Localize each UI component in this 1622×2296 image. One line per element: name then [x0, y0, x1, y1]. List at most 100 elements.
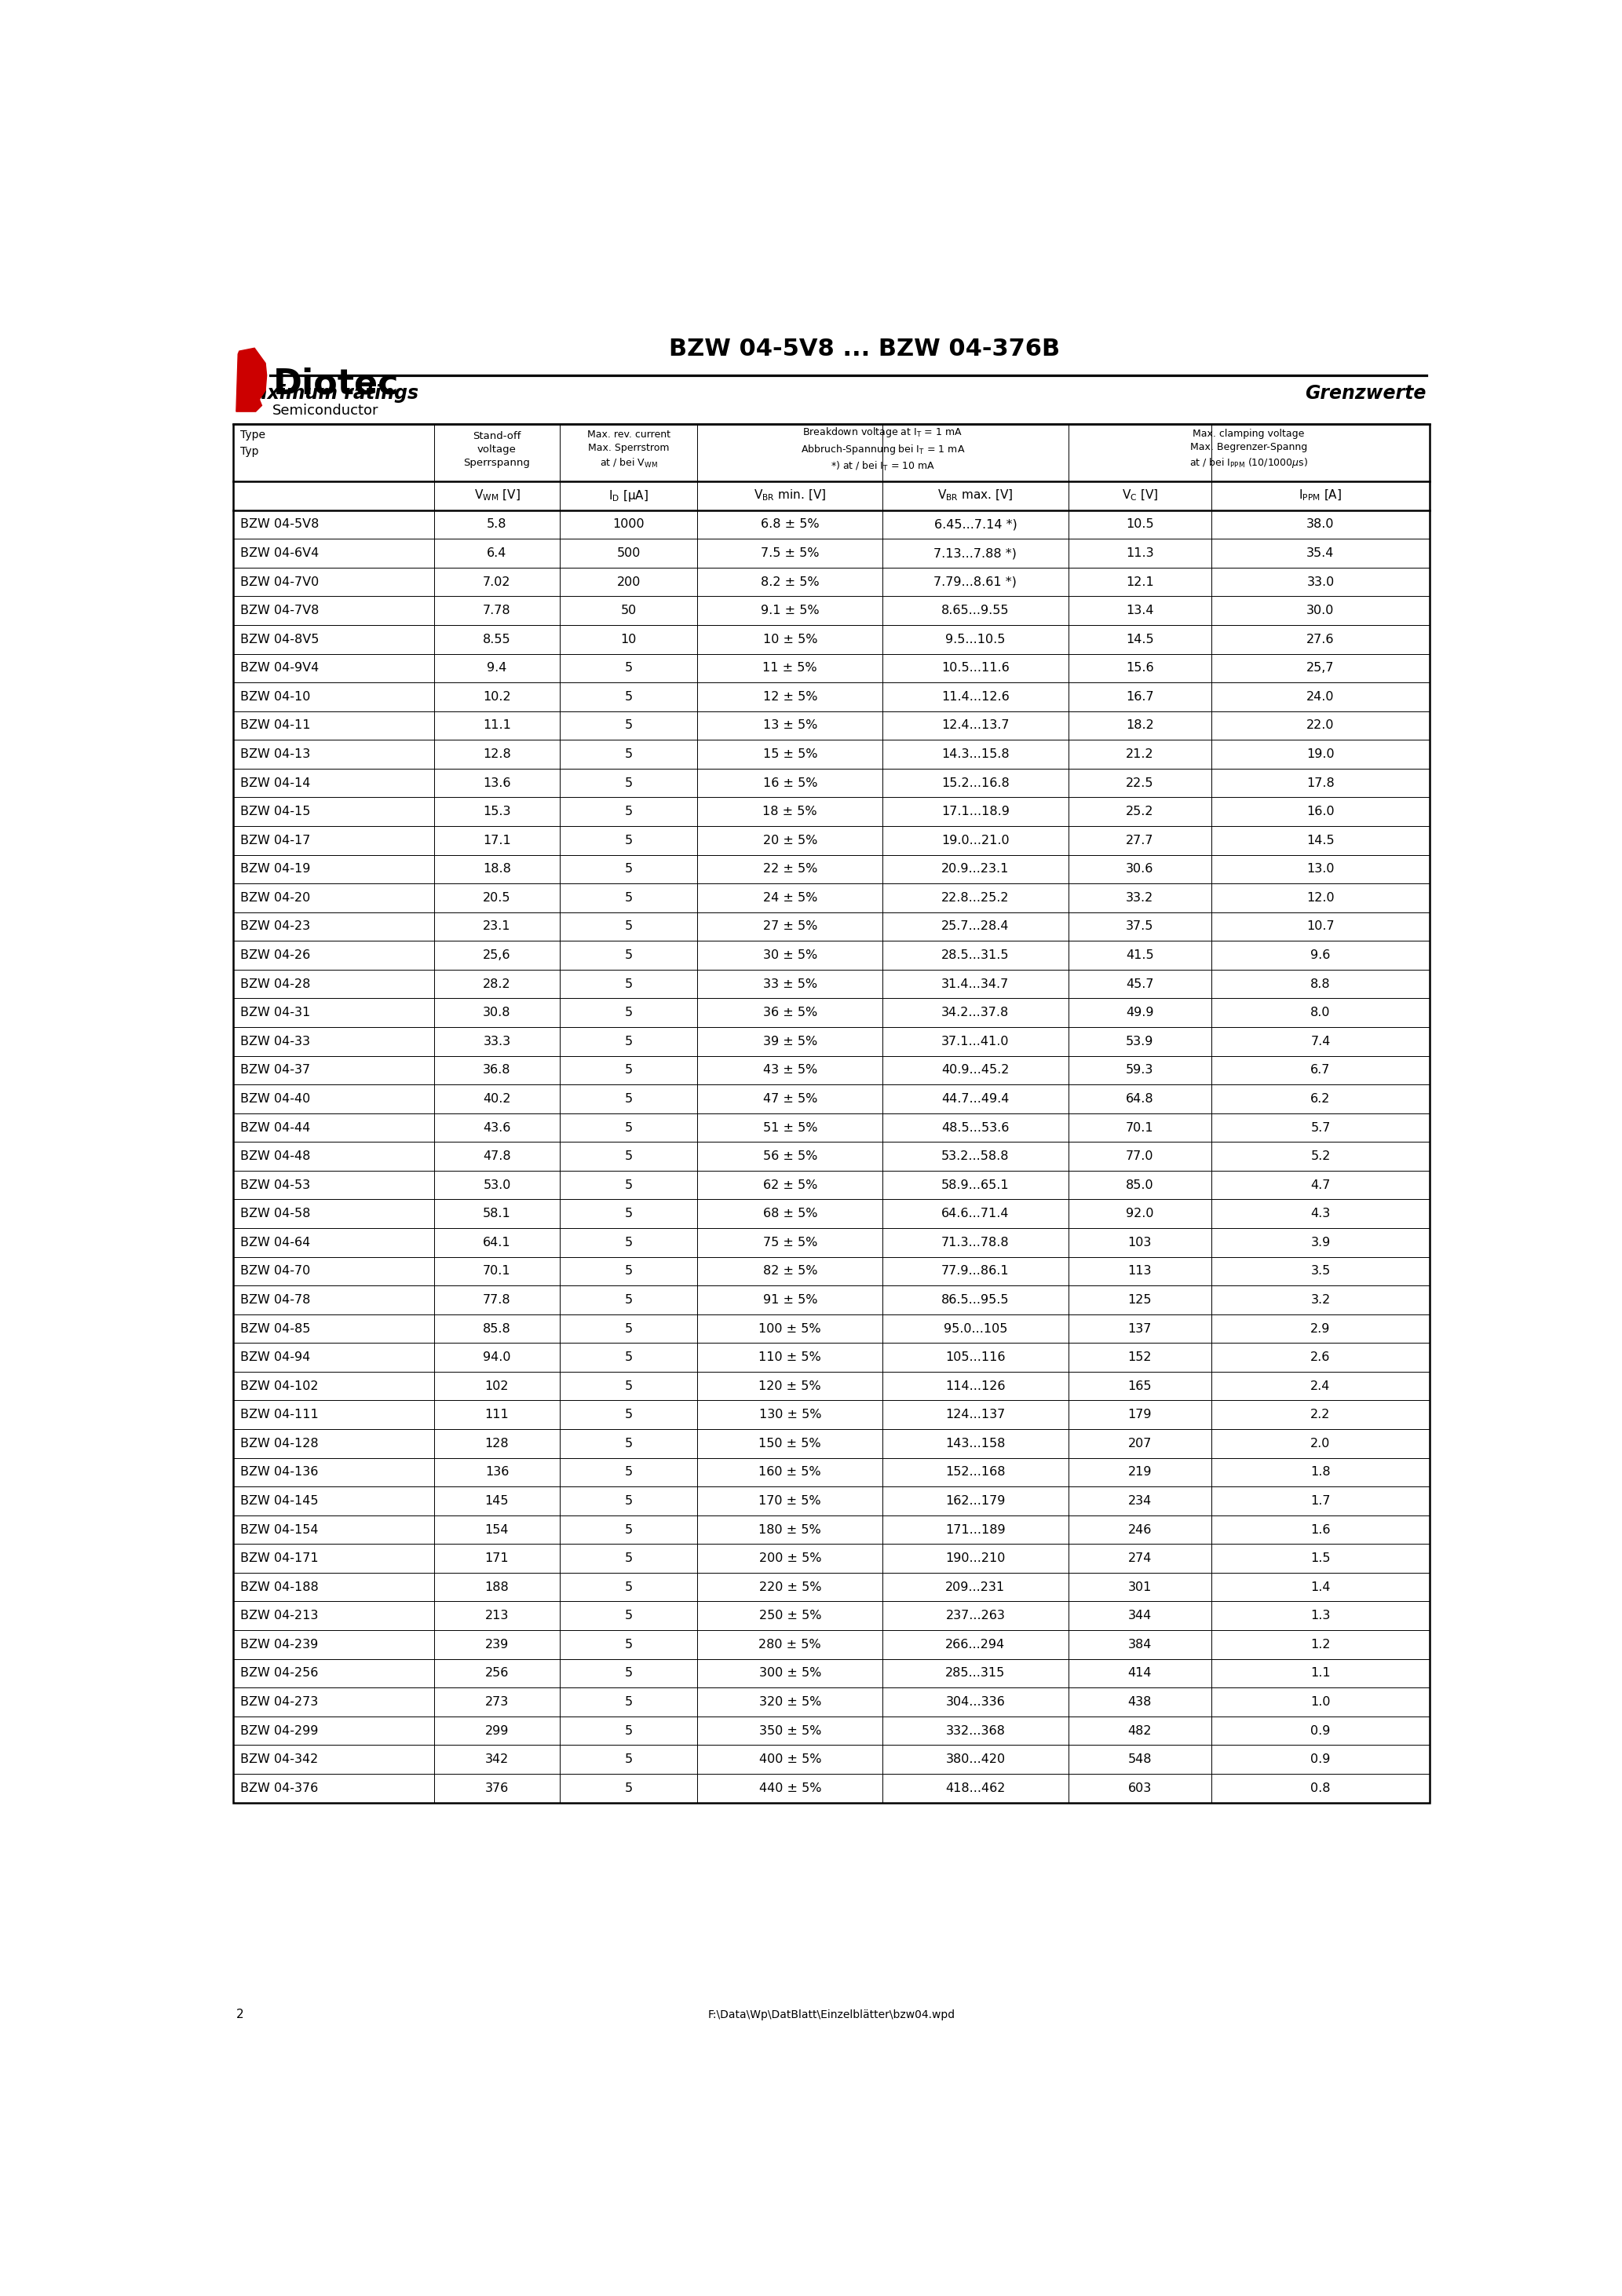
Text: BZW 04-40: BZW 04-40: [240, 1093, 310, 1104]
Text: 56 ± 5%: 56 ± 5%: [762, 1150, 817, 1162]
Text: 10.7: 10.7: [1307, 921, 1335, 932]
Text: 71.3...78.8: 71.3...78.8: [941, 1238, 1009, 1249]
Text: 12.0: 12.0: [1307, 891, 1335, 905]
Text: 48.5...53.6: 48.5...53.6: [941, 1123, 1009, 1134]
Text: 266...294: 266...294: [946, 1639, 1006, 1651]
Text: BZW 04-10: BZW 04-10: [240, 691, 311, 703]
Text: 145: 145: [485, 1495, 509, 1506]
Text: BZW 04-5V8 ... BZW 04-376B: BZW 04-5V8 ... BZW 04-376B: [670, 338, 1061, 360]
Text: 68 ± 5%: 68 ± 5%: [762, 1208, 817, 1219]
Text: 5: 5: [624, 1093, 633, 1104]
Text: 5: 5: [624, 1352, 633, 1364]
Text: 5: 5: [624, 1035, 633, 1047]
Text: 8.65...9.55: 8.65...9.55: [941, 604, 1009, 618]
Text: 103: 103: [1127, 1238, 1152, 1249]
Text: 418...462: 418...462: [946, 1782, 1006, 1793]
Text: F:\Data\Wp\DatBlatt\Einzelblätter\bzw04.wpd: F:\Data\Wp\DatBlatt\Einzelblätter\bzw04.…: [707, 2009, 955, 2020]
Text: 20 ± 5%: 20 ± 5%: [762, 833, 817, 847]
Text: 246: 246: [1127, 1525, 1152, 1536]
Text: 34.2...37.8: 34.2...37.8: [941, 1008, 1009, 1019]
Text: 304...336: 304...336: [946, 1697, 1006, 1708]
Text: 5: 5: [624, 1265, 633, 1277]
Text: 170 ± 5%: 170 ± 5%: [759, 1495, 821, 1506]
Text: BZW 04-171: BZW 04-171: [240, 1552, 318, 1564]
Text: 28.5...31.5: 28.5...31.5: [941, 948, 1009, 962]
Text: 414: 414: [1127, 1667, 1152, 1678]
Text: 0.9: 0.9: [1311, 1754, 1330, 1766]
Text: BZW 04-94: BZW 04-94: [240, 1352, 310, 1364]
Text: BZW 04-7V8: BZW 04-7V8: [240, 604, 320, 618]
Text: 10.5: 10.5: [1126, 519, 1153, 530]
Text: 5: 5: [624, 1437, 633, 1449]
Text: 53.2...58.8: 53.2...58.8: [941, 1150, 1009, 1162]
Text: 1.2: 1.2: [1311, 1639, 1330, 1651]
Text: 44.7...49.4: 44.7...49.4: [941, 1093, 1009, 1104]
Text: 124...137: 124...137: [946, 1410, 1006, 1421]
Text: 273: 273: [485, 1697, 509, 1708]
Text: BZW 04-7V0: BZW 04-7V0: [240, 576, 320, 588]
Text: BZW 04-44: BZW 04-44: [240, 1123, 310, 1134]
Text: 400 ± 5%: 400 ± 5%: [759, 1754, 821, 1766]
Text: 5: 5: [624, 1150, 633, 1162]
Text: 380...420: 380...420: [946, 1754, 1006, 1766]
Text: 299: 299: [485, 1724, 509, 1736]
Text: 5: 5: [624, 1467, 633, 1479]
Text: 603: 603: [1127, 1782, 1152, 1793]
Text: BZW 04-58: BZW 04-58: [240, 1208, 311, 1219]
Text: 35.4: 35.4: [1307, 546, 1335, 560]
Text: 1.8: 1.8: [1311, 1467, 1330, 1479]
Text: 2.0: 2.0: [1311, 1437, 1330, 1449]
Text: 62 ± 5%: 62 ± 5%: [762, 1180, 817, 1192]
Text: 5: 5: [624, 1667, 633, 1678]
Text: V$_{\mathrm{WM}}$ [V]: V$_{\mathrm{WM}}$ [V]: [474, 489, 521, 503]
Text: 2.4: 2.4: [1311, 1380, 1330, 1391]
Text: BZW 04-256: BZW 04-256: [240, 1667, 318, 1678]
Text: 15.3: 15.3: [483, 806, 511, 817]
Text: 17.8: 17.8: [1306, 776, 1335, 790]
Text: 285...315: 285...315: [946, 1667, 1006, 1678]
Text: 5: 5: [624, 1582, 633, 1593]
Text: 22.5: 22.5: [1126, 776, 1153, 790]
Text: 6.2: 6.2: [1311, 1093, 1330, 1104]
Text: 6.45...7.14 *): 6.45...7.14 *): [934, 519, 1017, 530]
Text: 165: 165: [1127, 1380, 1152, 1391]
Text: 220 ± 5%: 220 ± 5%: [759, 1582, 821, 1593]
Text: 440 ± 5%: 440 ± 5%: [759, 1782, 821, 1793]
Text: BZW 04-9V4: BZW 04-9V4: [240, 661, 320, 675]
Text: Max. rev. current
Max. Sperrstrom
at / bei V$_{\mathrm{WM}}$: Max. rev. current Max. Sperrstrom at / b…: [587, 429, 670, 468]
Text: 64.1: 64.1: [483, 1238, 511, 1249]
Text: BZW 04-102: BZW 04-102: [240, 1380, 318, 1391]
Text: 3.2: 3.2: [1311, 1295, 1330, 1306]
Text: 53.9: 53.9: [1126, 1035, 1153, 1047]
Text: 2.6: 2.6: [1311, 1352, 1330, 1364]
Text: 280 ± 5%: 280 ± 5%: [759, 1639, 821, 1651]
Text: 43 ± 5%: 43 ± 5%: [762, 1065, 817, 1077]
Text: 22.8...25.2: 22.8...25.2: [941, 891, 1009, 905]
Text: 7.78: 7.78: [483, 604, 511, 618]
Text: 22.0: 22.0: [1307, 719, 1335, 732]
Text: 75 ± 5%: 75 ± 5%: [762, 1238, 817, 1249]
Text: 13.0: 13.0: [1307, 863, 1335, 875]
Text: BZW 04-20: BZW 04-20: [240, 891, 310, 905]
Text: 5: 5: [624, 1008, 633, 1019]
Text: 150 ± 5%: 150 ± 5%: [759, 1437, 821, 1449]
Text: 85.8: 85.8: [483, 1322, 511, 1334]
Text: 36.8: 36.8: [483, 1065, 511, 1077]
Text: 171: 171: [485, 1552, 509, 1564]
Text: 5: 5: [624, 863, 633, 875]
Text: 15 ± 5%: 15 ± 5%: [762, 748, 817, 760]
Text: 5: 5: [624, 948, 633, 962]
Text: 16 ± 5%: 16 ± 5%: [762, 776, 817, 790]
Text: 8.8: 8.8: [1311, 978, 1330, 990]
Text: 384: 384: [1127, 1639, 1152, 1651]
Text: BZW 04-145: BZW 04-145: [240, 1495, 318, 1506]
Text: 28.2: 28.2: [483, 978, 511, 990]
Text: 171...189: 171...189: [946, 1525, 1006, 1536]
Text: 3.9: 3.9: [1311, 1238, 1330, 1249]
Text: BZW 04-299: BZW 04-299: [240, 1724, 318, 1736]
Text: 11.1: 11.1: [483, 719, 511, 732]
Text: 5: 5: [624, 1208, 633, 1219]
Text: 482: 482: [1127, 1724, 1152, 1736]
Text: 162...179: 162...179: [946, 1495, 1006, 1506]
Text: 5: 5: [624, 1495, 633, 1506]
